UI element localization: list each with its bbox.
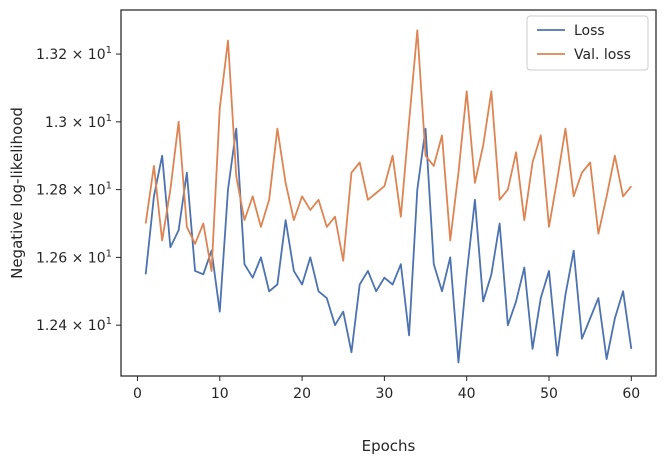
x-tick-label: 50 xyxy=(540,386,558,402)
series-line-0 xyxy=(144,127,633,364)
x-tick-label: 20 xyxy=(293,386,311,402)
x-axis-ticks: 0 10 20 30 40 50 60 xyxy=(133,376,640,402)
plot-content xyxy=(144,29,633,364)
legend: Loss Val. loss xyxy=(526,15,649,71)
y-tick-label: 1.32 × 101 xyxy=(36,45,112,63)
x-tick-label: 30 xyxy=(375,386,393,402)
legend-label-loss: Loss xyxy=(574,23,605,39)
y-tick-label: 1.24 × 101 xyxy=(36,316,112,334)
x-tick-label: 10 xyxy=(211,386,229,402)
y-axis-label: Negative log-likelihood xyxy=(8,107,26,279)
x-axis-label: Epochs xyxy=(362,437,416,455)
y-tick-label: 1.3 × 101 xyxy=(45,113,112,131)
legend-label-val-loss: Val. loss xyxy=(574,47,631,63)
y-axis-ticks: 1.24 × 101 1.26 × 101 1.28 × 101 1.3 × 101 1… xyxy=(36,45,121,334)
x-tick-label: 40 xyxy=(458,386,476,402)
x-tick-label: 60 xyxy=(622,386,640,402)
y-tick-label: 1.28 × 101 xyxy=(36,181,112,199)
y-tick-label: 1.26 × 101 xyxy=(36,248,112,266)
series-line-1 xyxy=(144,29,633,272)
x-tick-label: 0 xyxy=(133,386,142,402)
plot-frame xyxy=(120,9,657,377)
